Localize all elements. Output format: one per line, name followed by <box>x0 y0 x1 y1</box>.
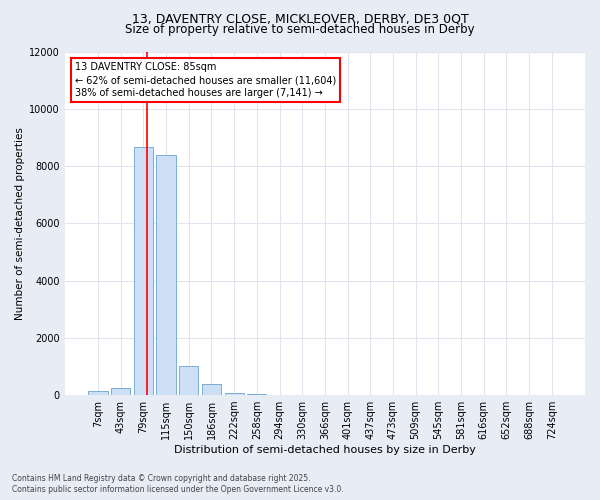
Bar <box>247 394 266 395</box>
Y-axis label: Number of semi-detached properties: Number of semi-detached properties <box>15 127 25 320</box>
Bar <box>88 391 108 395</box>
Bar <box>111 388 130 395</box>
Text: 13, DAVENTRY CLOSE, MICKLEOVER, DERBY, DE3 0QT: 13, DAVENTRY CLOSE, MICKLEOVER, DERBY, D… <box>131 12 469 26</box>
X-axis label: Distribution of semi-detached houses by size in Derby: Distribution of semi-detached houses by … <box>174 445 476 455</box>
Bar <box>179 366 199 395</box>
Bar <box>202 384 221 395</box>
Bar <box>157 154 176 395</box>
Text: Contains HM Land Registry data © Crown copyright and database right 2025.
Contai: Contains HM Land Registry data © Crown c… <box>12 474 344 494</box>
Text: Size of property relative to semi-detached houses in Derby: Size of property relative to semi-detach… <box>125 22 475 36</box>
Bar <box>134 148 153 395</box>
Bar <box>224 392 244 395</box>
Text: 13 DAVENTRY CLOSE: 85sqm
← 62% of semi-detached houses are smaller (11,604)
38% : 13 DAVENTRY CLOSE: 85sqm ← 62% of semi-d… <box>75 62 337 98</box>
